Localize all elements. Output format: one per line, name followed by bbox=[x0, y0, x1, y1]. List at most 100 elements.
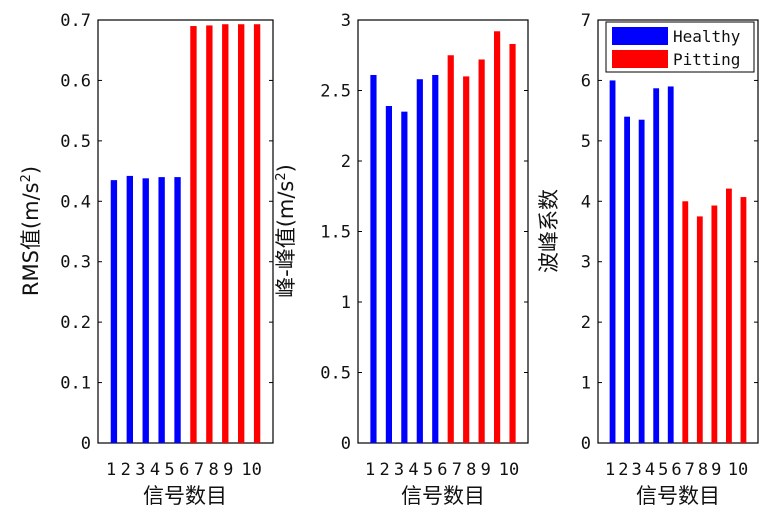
xtick-label: 2 bbox=[618, 460, 628, 480]
ytick-label: 4 bbox=[581, 192, 591, 212]
xtick-label: 4 bbox=[150, 460, 160, 480]
xtick-label: 6 bbox=[437, 460, 447, 480]
xtick-label: 5 bbox=[165, 460, 175, 480]
bar-pitting-10 bbox=[740, 197, 747, 443]
legend-swatch-pitting bbox=[612, 50, 668, 68]
xtick-label: 6 bbox=[671, 460, 681, 480]
xtick-label: 5 bbox=[658, 460, 668, 480]
ytick-label: 7 bbox=[581, 11, 591, 31]
bar-healthy-3 bbox=[638, 119, 645, 443]
bar-healthy-1 bbox=[609, 80, 616, 443]
ytick-label: 0.1 bbox=[60, 374, 91, 394]
ytick-label: 1 bbox=[581, 374, 591, 394]
ylabel-p2p: 峰-峰值(m/s2) bbox=[274, 164, 298, 298]
bar-pitting-8 bbox=[478, 59, 485, 443]
ytick-label: 0 bbox=[81, 434, 91, 454]
yticks-rms: 0 0.1 0.2 0.3 0.4 0.5 0.6 0.7 bbox=[60, 11, 273, 454]
bar-healthy-2 bbox=[624, 116, 630, 443]
bar-healthy-5 bbox=[667, 86, 674, 443]
xtick-label: 1 bbox=[106, 460, 116, 480]
plot-frame-rms bbox=[97, 19, 274, 444]
ytick-label: 0.4 bbox=[60, 192, 91, 212]
xlabel-p2p: 信号数目 bbox=[401, 484, 485, 508]
xtick-label: 10 bbox=[241, 460, 261, 480]
xticks-rms: 1 2 3 4 5 6 7 8 9 10 bbox=[106, 460, 262, 480]
bar-pitting-6 bbox=[682, 201, 689, 443]
bar-pitting-9 bbox=[494, 31, 501, 444]
xtick-label: 3 bbox=[394, 460, 404, 480]
xlabel-crest: 信号数目 bbox=[636, 484, 720, 508]
xtick-label: 4 bbox=[408, 460, 418, 480]
bar-healthy-1 bbox=[370, 74, 377, 444]
bar-pitting-9 bbox=[726, 188, 732, 443]
ytick-label: 1.5 bbox=[320, 223, 351, 243]
xtick-label: 7 bbox=[452, 460, 462, 480]
bar-pitting-8 bbox=[711, 205, 718, 443]
ytick-label: 0.5 bbox=[320, 364, 351, 384]
ytick-label: 2 bbox=[581, 313, 591, 333]
ytick-label: 3 bbox=[581, 253, 591, 273]
bar-healthy-4 bbox=[416, 79, 423, 443]
bar-healthy-2 bbox=[385, 106, 392, 443]
bar-pitting-10 bbox=[509, 43, 516, 443]
bar-healthy-3 bbox=[142, 178, 149, 443]
ytick-label: 5 bbox=[581, 132, 591, 152]
xtick-label: 8 bbox=[698, 460, 708, 480]
bar-pitting-7 bbox=[463, 76, 470, 444]
legend-swatch-healthy bbox=[612, 27, 668, 45]
xticks-p2p: 1 2 3 4 5 6 7 8 9 10 bbox=[365, 460, 519, 480]
ytick-label: 0.7 bbox=[60, 11, 91, 31]
legend-label-pitting: Pitting bbox=[673, 50, 740, 69]
bar-healthy-2 bbox=[126, 175, 133, 444]
ytick-label: 0 bbox=[581, 434, 591, 454]
xtick-label: 5 bbox=[423, 460, 433, 480]
xtick-label: 4 bbox=[645, 460, 655, 480]
bar-healthy-4 bbox=[653, 88, 660, 443]
yticks-p2p: 0 0.5 1 1.5 2 2.5 3 bbox=[320, 11, 528, 454]
xtick-label: 9 bbox=[481, 460, 491, 480]
xtick-label: 8 bbox=[466, 460, 476, 480]
ytick-label: 0 bbox=[341, 434, 351, 454]
ytick-label: 1 bbox=[341, 293, 351, 313]
xtick-label: 7 bbox=[194, 460, 204, 480]
bars-crest bbox=[609, 80, 747, 443]
ytick-label: 0.6 bbox=[60, 71, 91, 91]
bar-pitting-8 bbox=[222, 24, 229, 443]
ylabel-rms: RMS值(m/s2) bbox=[19, 166, 43, 296]
bar-pitting-6 bbox=[447, 55, 454, 443]
bar-pitting-7 bbox=[696, 216, 703, 443]
legend: Healthy Pitting bbox=[605, 21, 755, 73]
ytick-label: 3 bbox=[341, 11, 351, 31]
bar-pitting-10 bbox=[253, 24, 261, 443]
xtick-label: 3 bbox=[632, 460, 642, 480]
xtick-label: 1 bbox=[605, 460, 615, 480]
xtick-label: 2 bbox=[121, 460, 131, 480]
plot-frame-p2p bbox=[357, 19, 529, 444]
chart-peak-to-peak: 00.511.522.53 1 2 3 4 5 6 7 8 9 10 信号数目 峰-峰值(m/s2… bbox=[274, 11, 529, 508]
ytick-label: 2 bbox=[341, 152, 351, 172]
xtick-label: 10 bbox=[728, 460, 748, 480]
ytick-label: 6 bbox=[581, 71, 591, 91]
xtick-label: 6 bbox=[179, 460, 189, 480]
xtick-label: 10 bbox=[499, 460, 519, 480]
bar-healthy-5 bbox=[432, 74, 439, 444]
xtick-label: 3 bbox=[135, 460, 145, 480]
bars-rms bbox=[110, 24, 261, 444]
ytick-label: 0.5 bbox=[60, 132, 91, 152]
xtick-label: 9 bbox=[711, 460, 721, 480]
xtick-label: 9 bbox=[223, 460, 233, 480]
bars-p2p bbox=[370, 31, 516, 444]
xtick-label: 8 bbox=[208, 460, 218, 480]
legend-label-healthy: Healthy bbox=[673, 27, 741, 46]
bar-pitting-7 bbox=[206, 25, 213, 444]
xlabel-rms: 信号数目 bbox=[143, 484, 227, 508]
chart-rms: 00.10.20.30.40.50.60.7 1 2 3 4 5 6 7 8 9 10 信号数目 … bbox=[19, 11, 274, 508]
bar-pitting-6 bbox=[190, 26, 197, 444]
xtick-label: 1 bbox=[365, 460, 375, 480]
ylabel-crest: 波峰系数 bbox=[537, 189, 561, 273]
xticks-crest: 1 2 3 4 5 6 7 8 9 10 bbox=[605, 460, 748, 480]
bar-healthy-1 bbox=[110, 180, 118, 443]
bar-healthy-4 bbox=[158, 177, 165, 443]
